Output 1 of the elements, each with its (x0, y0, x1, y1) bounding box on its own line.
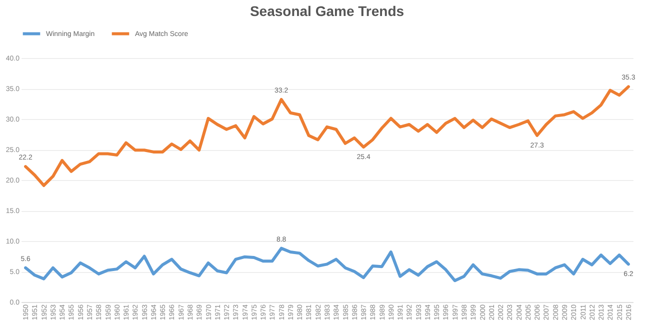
chart-title: Seasonal Game Trends (250, 3, 404, 19)
